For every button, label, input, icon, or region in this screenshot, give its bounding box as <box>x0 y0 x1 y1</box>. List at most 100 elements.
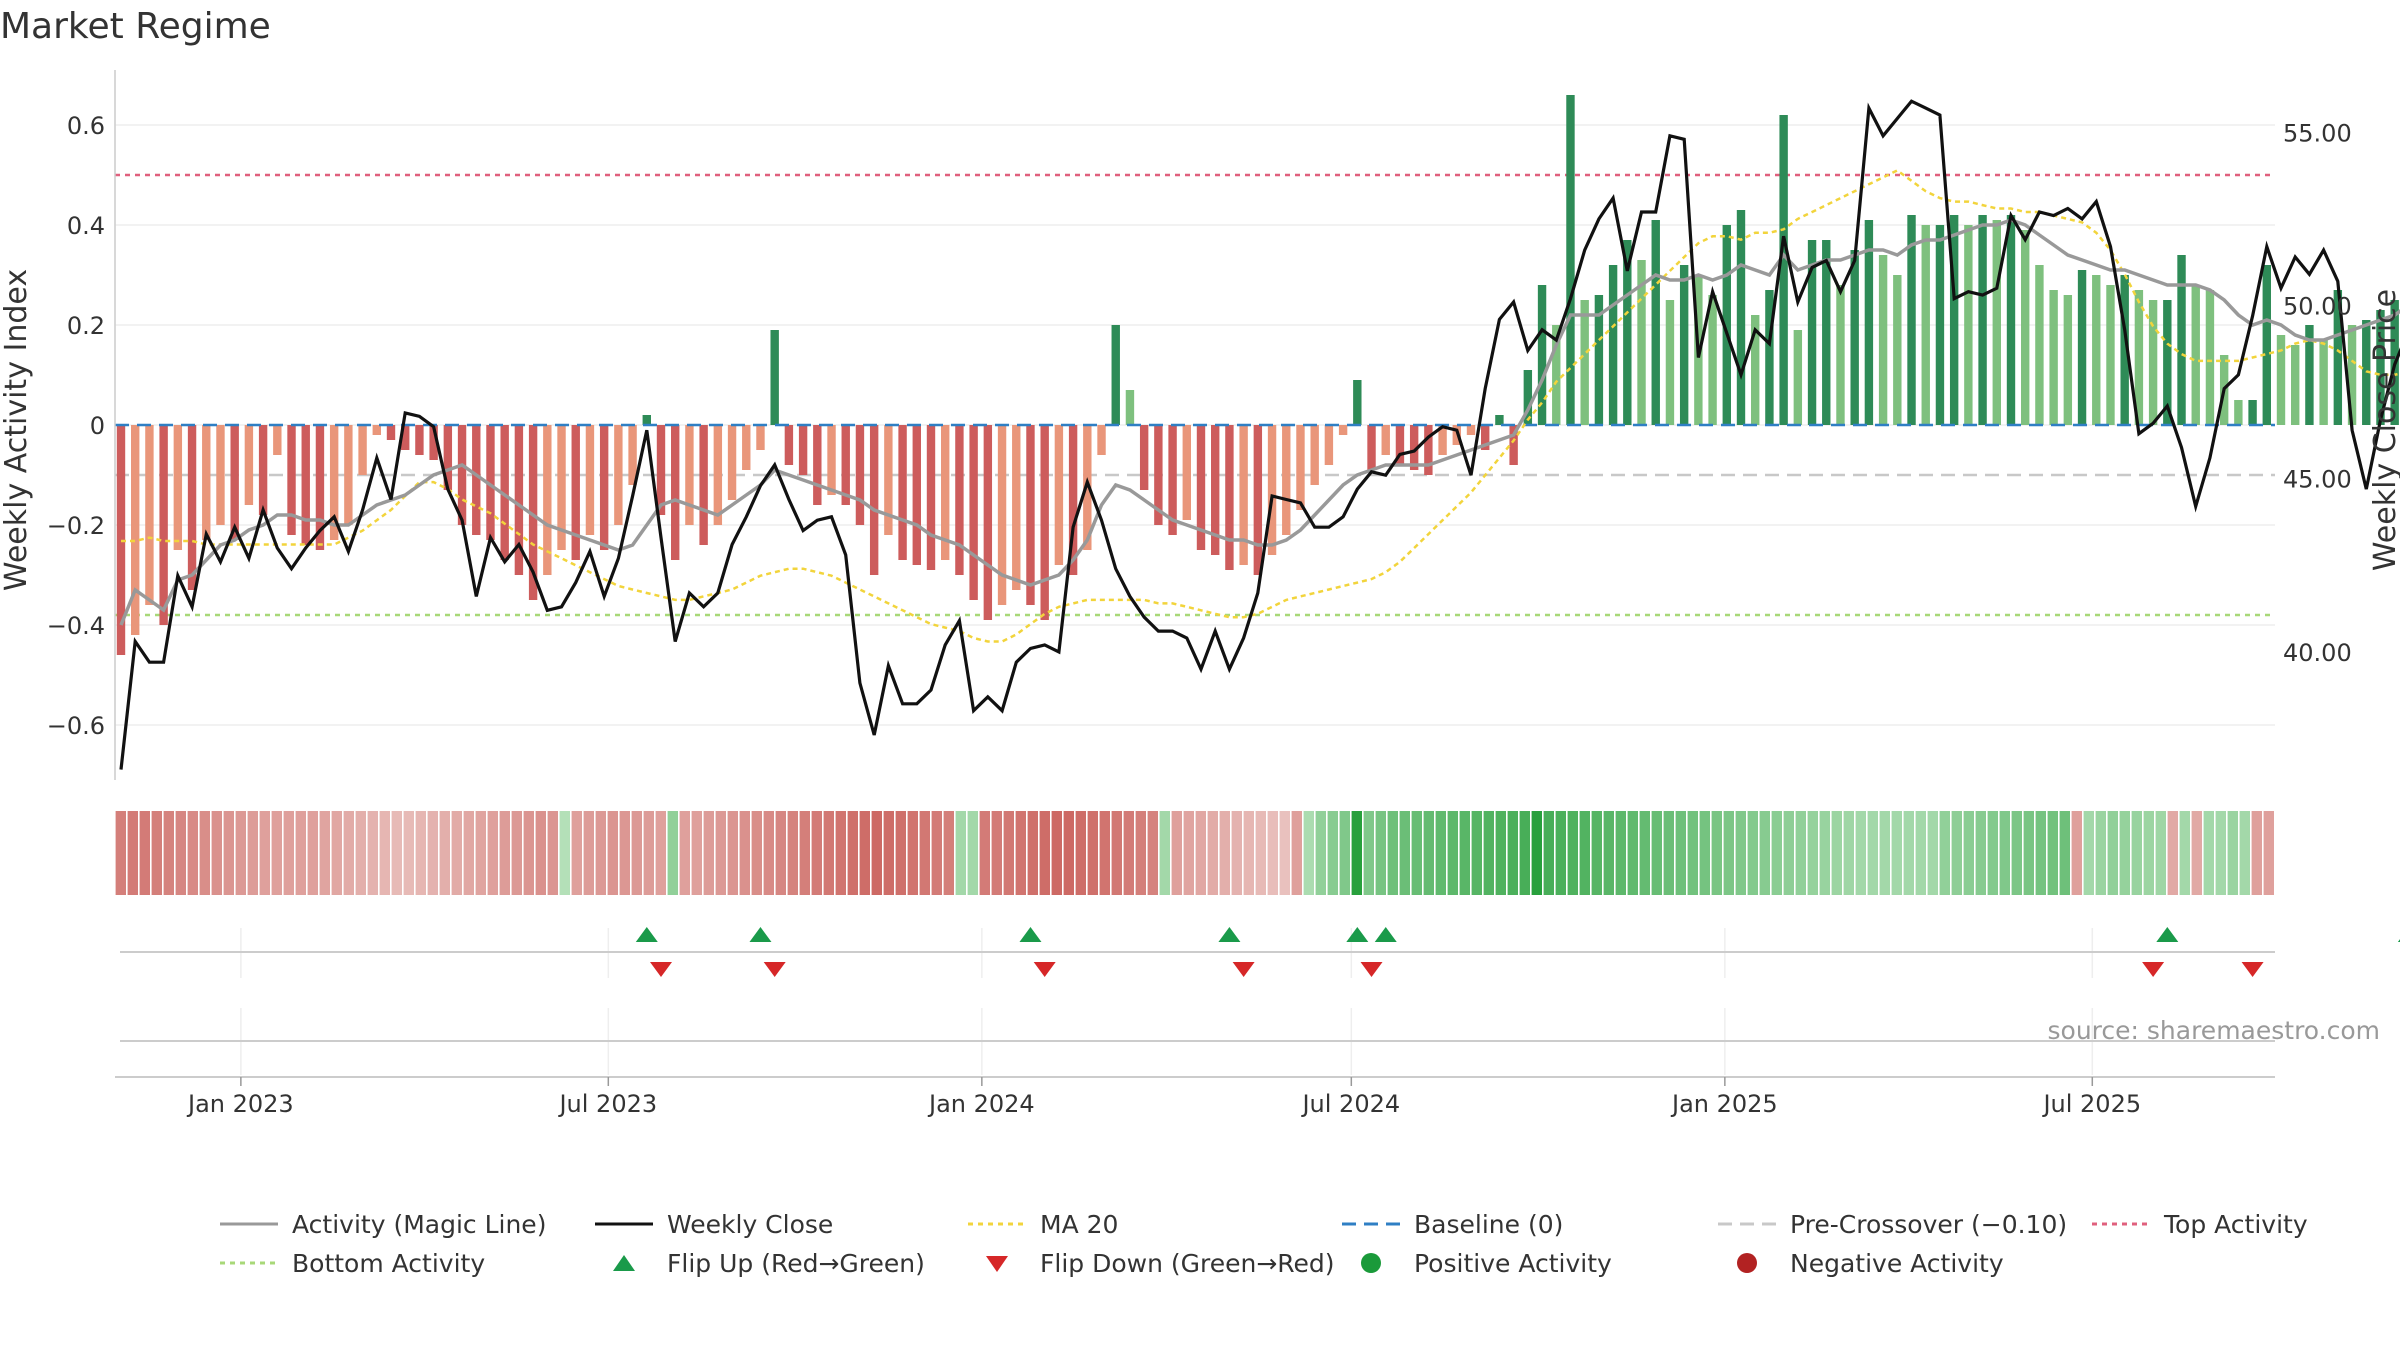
regime-cell <box>1663 811 1674 895</box>
activity-bar <box>1878 255 1888 425</box>
activity-bar <box>1523 370 1533 425</box>
regime-cell <box>1027 811 1038 895</box>
activity-bar <box>1168 425 1177 535</box>
y2-tick-label: 40.00 <box>2283 639 2352 667</box>
regime-cell <box>1123 811 1134 895</box>
activity-bar <box>429 425 438 460</box>
flip-up-marker <box>1019 927 1042 942</box>
regime-cell <box>1771 811 1782 895</box>
activity-bar <box>187 425 197 590</box>
activity-bars <box>116 95 2399 655</box>
regime-cell <box>1063 811 1074 895</box>
regime-cell <box>619 811 630 895</box>
regime-cell <box>391 811 402 895</box>
flip-up-marker <box>2397 939 2400 942</box>
regime-cell <box>1399 811 1410 895</box>
activity-bar <box>1111 325 1120 425</box>
activity-bar <box>1466 425 1476 435</box>
regime-cell <box>847 811 858 895</box>
activity-bar <box>656 425 666 515</box>
flip-up-marker <box>2156 927 2179 942</box>
regime-cell <box>2023 811 2034 895</box>
regime-cell <box>1579 811 1590 895</box>
activity-bar <box>1182 425 1191 520</box>
regime-cell <box>607 811 618 895</box>
regime-cell <box>2239 811 2250 895</box>
legend-label: Baseline (0) <box>1414 1210 1563 1239</box>
legend-label: MA 20 <box>1040 1210 1118 1239</box>
regime-cell <box>763 811 774 895</box>
x-tick-label: Jan 2023 <box>186 1090 294 1118</box>
activity-bar <box>1282 425 1291 535</box>
regime-cell <box>787 811 798 895</box>
activity-bar <box>2333 290 2343 425</box>
activity-bar <box>2177 255 2186 425</box>
activity-bar <box>1836 285 1845 425</box>
regime-cell <box>1507 811 1518 895</box>
regime-cell <box>907 811 918 895</box>
activity-bar <box>273 425 282 455</box>
regime-cell <box>1459 811 1470 895</box>
flip-down-marker <box>650 962 672 977</box>
activity-bar <box>2063 295 2073 425</box>
regime-cell <box>511 811 522 895</box>
activity-bar <box>2191 285 2200 425</box>
activity-bar <box>1267 425 1277 555</box>
activity-bar <box>827 425 836 495</box>
x-tick-label: Jul 2024 <box>1300 1090 1400 1118</box>
activity-bar <box>287 425 296 535</box>
activity-bar <box>671 425 680 560</box>
activity-bar <box>1566 95 1575 425</box>
activity-bar <box>727 425 737 500</box>
regime-cell <box>1999 811 2010 895</box>
activity-bar <box>386 425 396 440</box>
legend: Activity (Magic Line) Weekly Close MA 20 Ba… <box>220 1210 2308 1278</box>
legend-item: Negative Activity <box>1737 1249 2004 1278</box>
flip-down-marker <box>2142 962 2165 977</box>
regime-cell <box>835 811 846 895</box>
weekly-close-line <box>119 99 2400 770</box>
activity-bar <box>1623 240 1632 425</box>
regime-cell <box>1231 811 1242 895</box>
activity-bar <box>1139 425 1149 490</box>
activity-bar <box>2035 265 2044 425</box>
regime-cell <box>1207 811 1218 895</box>
activity-bar <box>1253 425 1263 575</box>
regime-cell <box>2263 811 2274 895</box>
regime-cell <box>379 811 390 895</box>
regime-cell <box>727 811 738 895</box>
activity-bar <box>1935 225 1945 425</box>
activity-bar <box>614 425 623 525</box>
activity-bar <box>1012 425 1021 590</box>
regime-cell <box>139 811 150 895</box>
activity-bar <box>2134 290 2144 425</box>
activity-bar <box>1211 425 1220 555</box>
activity-bar <box>1068 425 1078 575</box>
activity-bar <box>202 425 211 540</box>
regime-cell <box>2179 811 2190 895</box>
activity-bar <box>585 425 595 535</box>
regime-cell <box>1927 811 1938 895</box>
activity-bar <box>742 425 751 470</box>
y2-axis-title: Weekly Close Price <box>2368 289 2400 571</box>
activity-bar <box>1822 240 1831 425</box>
activity-bar <box>912 425 921 565</box>
activity-bar <box>173 425 183 550</box>
regime-cell <box>2119 811 2130 895</box>
y-tick-label: 0.2 <box>67 312 105 340</box>
regime-cell <box>1315 811 1326 895</box>
activity-bar <box>2006 215 2016 425</box>
activity-bar <box>2092 275 2101 425</box>
activity-bar <box>2305 325 2314 425</box>
activity-bar <box>1310 425 1319 485</box>
regime-cell <box>1951 811 1962 895</box>
activity-bar <box>2205 290 2215 425</box>
regime-cell <box>343 811 354 895</box>
activity-bar <box>841 425 850 505</box>
regime-cell <box>2191 811 2202 895</box>
y-tick-label: −0.4 <box>47 612 105 640</box>
regime-cell <box>151 811 162 895</box>
regime-cell <box>283 811 294 895</box>
activity-bar <box>301 425 310 545</box>
legend-label: Activity (Magic Line) <box>292 1210 546 1239</box>
